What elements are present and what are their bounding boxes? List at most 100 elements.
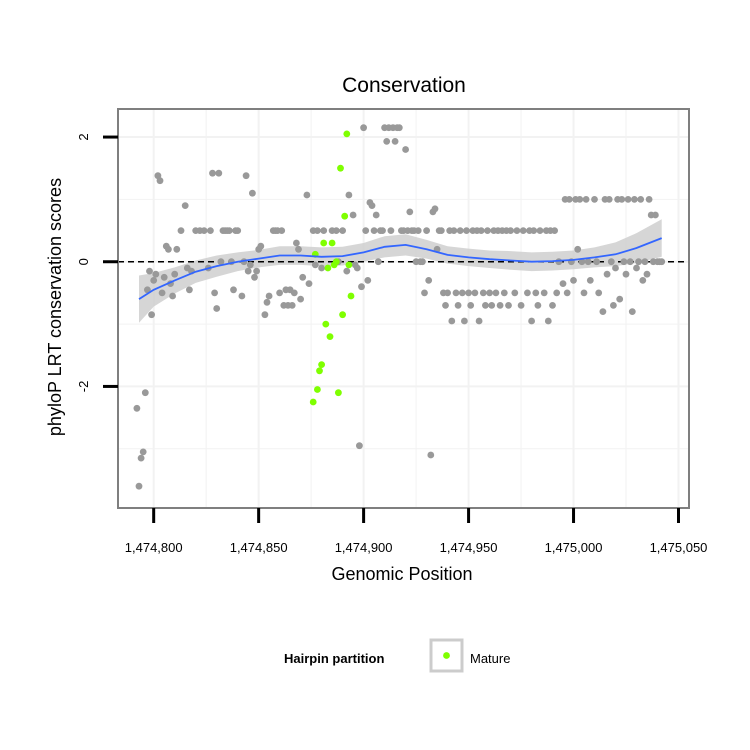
point-other: [652, 211, 659, 219]
point-other: [383, 138, 391, 145]
x-tick-label: 1,475,000: [545, 540, 603, 555]
point-other: [482, 302, 489, 309]
point-other: [343, 267, 351, 275]
x-axis: 1,474,800 1,474,850 1,474,900 1,474,950 1,47…: [125, 508, 707, 555]
point-other: [628, 308, 636, 315]
point-other: [349, 211, 357, 219]
point-other: [442, 302, 449, 309]
point-other: [171, 270, 179, 278]
point-other: [599, 308, 607, 315]
point-other: [135, 482, 143, 490]
point-other: [423, 227, 430, 235]
point-other: [563, 289, 571, 297]
point-other: [360, 124, 367, 132]
point-other: [631, 196, 638, 203]
point-other: [536, 227, 544, 235]
point-mature: [326, 333, 334, 340]
point-other: [492, 289, 500, 297]
point-other: [395, 124, 403, 132]
point-other: [511, 289, 519, 297]
point-other: [486, 289, 493, 297]
plot-border: [117, 108, 690, 509]
point-other: [576, 196, 584, 203]
point-other: [265, 292, 273, 300]
point-other: [215, 169, 223, 177]
point-other: [595, 289, 603, 297]
point-other: [448, 317, 456, 325]
point-other: [249, 189, 256, 197]
point-mature: [337, 164, 344, 172]
point-other: [551, 227, 558, 235]
point-other: [437, 227, 445, 235]
point-other: [475, 317, 483, 325]
point-other: [144, 286, 151, 294]
point-other: [471, 289, 479, 297]
point-other: [505, 302, 512, 309]
point-other: [297, 295, 304, 303]
point-other: [141, 389, 149, 397]
point-other: [177, 227, 185, 235]
point-mature: [328, 239, 336, 247]
x-tick-label: 1,474,950: [440, 540, 498, 555]
y-tick-label: 0: [76, 258, 91, 265]
point-other: [519, 227, 527, 235]
point-other: [610, 302, 617, 309]
point-other: [500, 289, 508, 297]
legend-title: Hairpin partition: [284, 651, 384, 666]
point-other: [169, 292, 177, 300]
point-other: [257, 242, 265, 250]
y-axis-title: phyloP LRT conservation scores: [45, 178, 65, 436]
point-other: [570, 277, 577, 284]
point-other: [467, 302, 475, 309]
point-other: [133, 404, 141, 412]
point-other: [213, 305, 221, 312]
point-other: [532, 289, 540, 297]
point-other: [303, 191, 311, 199]
point-other: [288, 302, 296, 309]
point-mature: [332, 258, 340, 266]
point-other: [431, 205, 439, 213]
point-other: [603, 270, 611, 278]
point-mature: [345, 261, 353, 269]
point-other: [211, 289, 219, 297]
point-other: [209, 169, 216, 177]
point-mature: [322, 320, 330, 328]
x-axis-title: Genomic Position: [331, 564, 472, 584]
point-other: [635, 258, 642, 266]
points-mature: [309, 130, 355, 406]
point-other: [620, 258, 628, 266]
point-other: [152, 270, 160, 278]
point-other: [593, 258, 600, 266]
point-other: [496, 302, 504, 309]
point-other: [368, 202, 376, 210]
point-other: [461, 317, 468, 325]
point-other: [278, 227, 286, 235]
point-other: [146, 267, 153, 275]
point-other: [311, 261, 319, 269]
point-other: [553, 289, 561, 297]
legend-key-mature-point: [443, 652, 450, 659]
point-other: [318, 264, 325, 272]
point-mature: [314, 386, 321, 393]
point-other: [574, 245, 582, 253]
legend-label-mature: Mature: [470, 651, 510, 666]
point-other: [484, 227, 491, 235]
point-other: [524, 289, 531, 297]
point-other: [463, 227, 470, 235]
point-other: [637, 196, 645, 203]
point-other: [612, 264, 619, 272]
x-tick-label: 1,474,900: [335, 540, 393, 555]
point-other: [364, 277, 372, 284]
point-other: [391, 138, 399, 145]
point-other: [444, 289, 451, 297]
point-other: [181, 202, 189, 210]
point-other: [186, 286, 193, 294]
point-other: [150, 277, 158, 284]
point-other: [421, 289, 428, 297]
point-other: [374, 258, 382, 266]
point-other: [156, 177, 164, 185]
smooth-confidence-ribbon: [139, 219, 662, 323]
point-other: [299, 273, 307, 281]
point-other: [372, 211, 380, 219]
point-other: [616, 295, 624, 303]
